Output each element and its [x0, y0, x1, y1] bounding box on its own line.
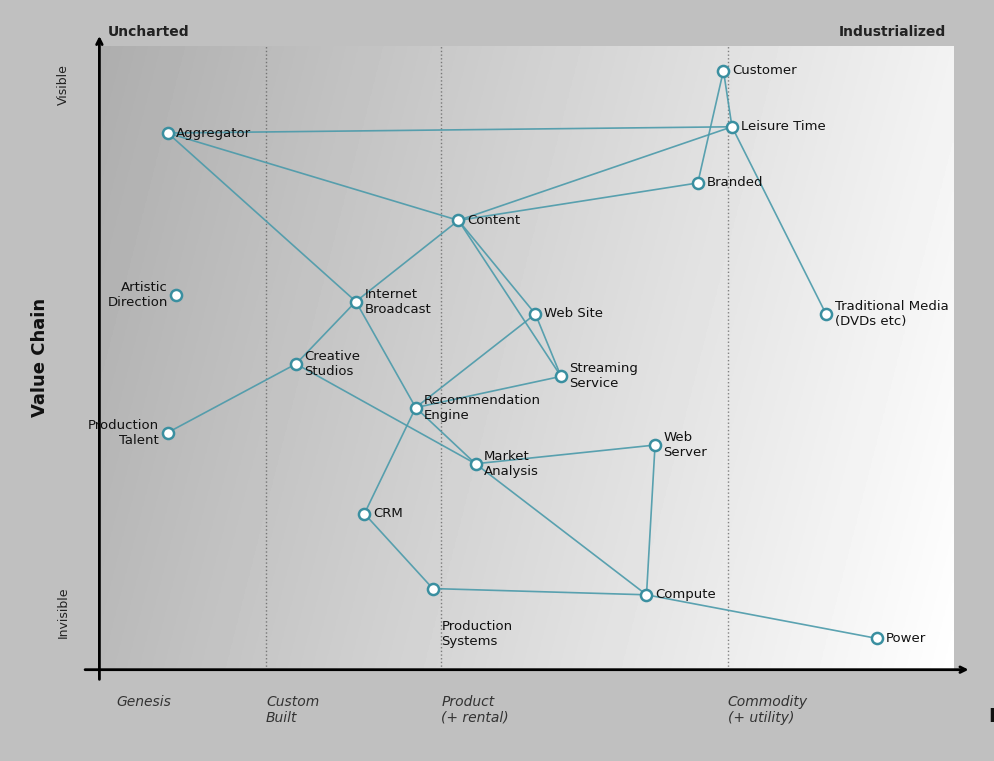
Text: Internet
Broadcast: Internet Broadcast: [365, 288, 431, 316]
Text: Visible: Visible: [57, 65, 70, 105]
Text: Value Chain: Value Chain: [31, 298, 49, 417]
Text: Compute: Compute: [655, 588, 716, 601]
Text: Product
(+ rental): Product (+ rental): [441, 695, 509, 724]
Text: Aggregator: Aggregator: [176, 126, 251, 139]
Text: Artistic
Direction: Artistic Direction: [107, 282, 168, 309]
Text: Industrialized: Industrialized: [839, 25, 945, 40]
Text: Invisible: Invisible: [57, 587, 70, 638]
Text: Custom
Built: Custom Built: [266, 695, 319, 724]
Text: Streaming
Service: Streaming Service: [570, 362, 638, 390]
Text: Branded: Branded: [707, 177, 762, 189]
Text: Creative
Studios: Creative Studios: [304, 350, 361, 378]
Text: Power: Power: [886, 632, 926, 645]
Text: Recommendation
Engine: Recommendation Engine: [424, 393, 542, 422]
Text: Market
Analysis: Market Analysis: [484, 450, 539, 478]
Text: Web
Server: Web Server: [664, 431, 708, 459]
Text: Customer: Customer: [732, 64, 796, 77]
Text: Evolution: Evolution: [988, 707, 994, 726]
Text: Commodity
(+ utility): Commodity (+ utility): [728, 695, 808, 724]
Text: Content: Content: [467, 214, 520, 227]
Text: Genesis: Genesis: [116, 695, 171, 708]
Text: CRM: CRM: [373, 507, 403, 521]
Text: Web Site: Web Site: [544, 307, 603, 320]
Text: Traditional Media
(DVDs etc): Traditional Media (DVDs etc): [835, 300, 948, 328]
Text: Uncharted: Uncharted: [108, 25, 190, 40]
Text: Production
Systems: Production Systems: [441, 619, 513, 648]
Text: Production
Talent: Production Talent: [88, 419, 159, 447]
Text: Leisure Time: Leisure Time: [741, 120, 825, 133]
